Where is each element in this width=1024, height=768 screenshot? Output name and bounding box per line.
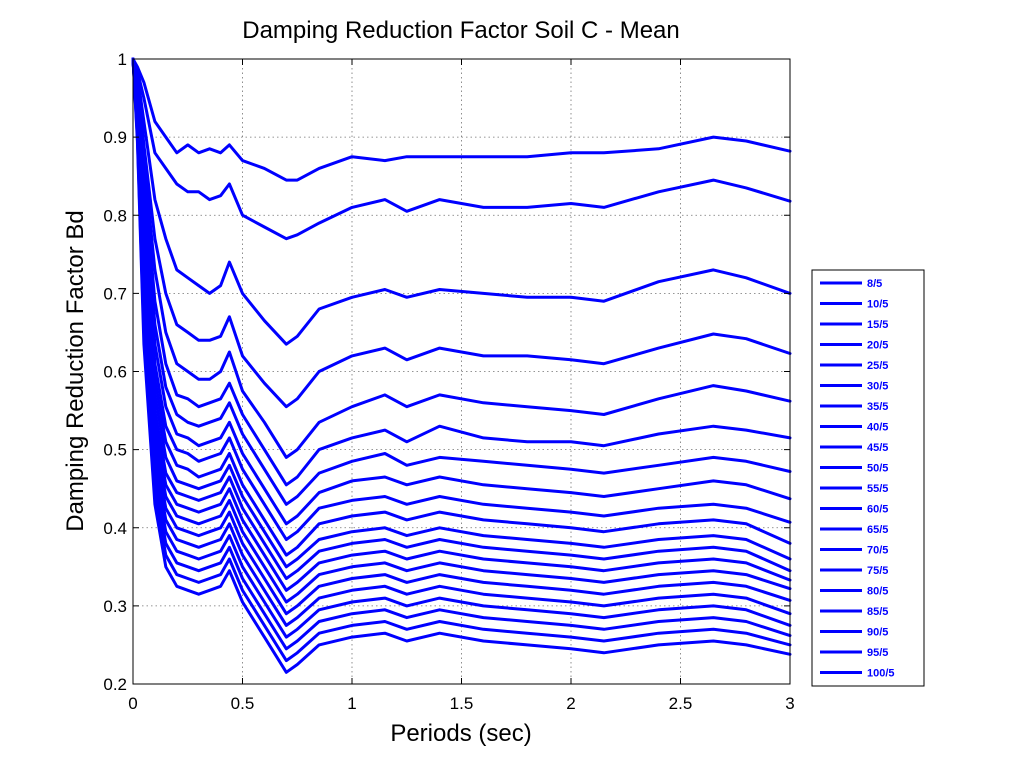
series-line-2 [131,57,792,241]
series-line-10 [131,57,792,557]
legend-label: 50/5 [867,463,888,475]
legend-label: 70/5 [867,545,888,557]
legend-label: 8/5 [867,278,882,290]
series-line-6 [131,57,792,487]
series-line-19 [131,57,792,663]
series-line-20 [131,57,792,674]
series-line-14 [131,57,792,604]
legend-label: 10/5 [867,299,888,311]
legend-label: 25/5 [867,360,888,372]
legend-label: 85/5 [867,606,888,618]
y-tick-label: 0.3 [103,597,127,616]
chart-title: Damping Reduction Factor Soil C - Mean [242,17,680,44]
series-line-12 [131,57,792,580]
legend-label: 35/5 [867,401,888,413]
legend-label: 100/5 [867,668,895,680]
y-tick-label: 1 [118,50,127,69]
x-tick-label: 0.5 [231,694,255,713]
y-tick-label: 0.7 [103,284,127,303]
x-tick-label: 0 [128,694,137,713]
x-tick-label: 2 [566,694,575,713]
series-line-13 [131,57,792,592]
legend-label: 90/5 [867,627,888,639]
series-line-15 [131,57,792,616]
legend-label: 30/5 [867,381,888,393]
series-line-5 [131,57,792,459]
x-tick-label: 1.5 [450,694,474,713]
legend-label: 60/5 [867,504,888,516]
series-line-8 [131,57,792,526]
series-line-11 [131,57,792,569]
legend-box [811,269,925,687]
legend-label: 20/5 [867,340,888,352]
legend-label: 45/5 [867,442,888,454]
y-tick-label: 0.5 [103,441,127,460]
series-line-17 [131,57,792,639]
series-line-16 [131,57,792,627]
series-line-1 [131,57,792,182]
series-line-3 [131,57,792,346]
y-axis-label: Damping Reduction Factor Bd [62,210,89,532]
legend-label: 40/5 [867,422,888,434]
legend-label: 65/5 [867,524,888,536]
series-line-4 [131,57,792,409]
y-tick-label: 0.6 [103,363,127,382]
y-tick-label: 0.2 [103,675,127,694]
legend-label: 95/5 [867,647,888,659]
legend-label: 80/5 [867,586,888,598]
y-tick-label: 0.9 [103,128,127,147]
series-line-7 [131,57,792,506]
grid [133,59,790,684]
legend-label: 15/5 [867,319,888,331]
legend-label: 75/5 [867,565,888,577]
ticks: 0 0.5 1 1.5 2 2.5 3 0.2 0.3 0.4 0.5 0.6 0.7 0.8 0.9 1 [103,50,794,713]
x-tick-label: 3 [785,694,794,713]
y-tick-label: 0.4 [103,519,127,538]
series-line-9 [131,57,792,541]
x-axis-label: Periods (sec) [390,720,531,747]
x-tick-label: 1 [347,694,356,713]
series-line-18 [131,57,792,651]
x-tick-label: 2.5 [669,694,693,713]
legend: 8/5 10/5 15/5 20/5 25/5 30/5 35/5 40/5 45/5 50/5 5… [820,278,895,680]
legend-label: 55/5 [867,483,888,495]
series-layer [131,57,792,674]
y-tick-label: 0.8 [103,206,127,225]
